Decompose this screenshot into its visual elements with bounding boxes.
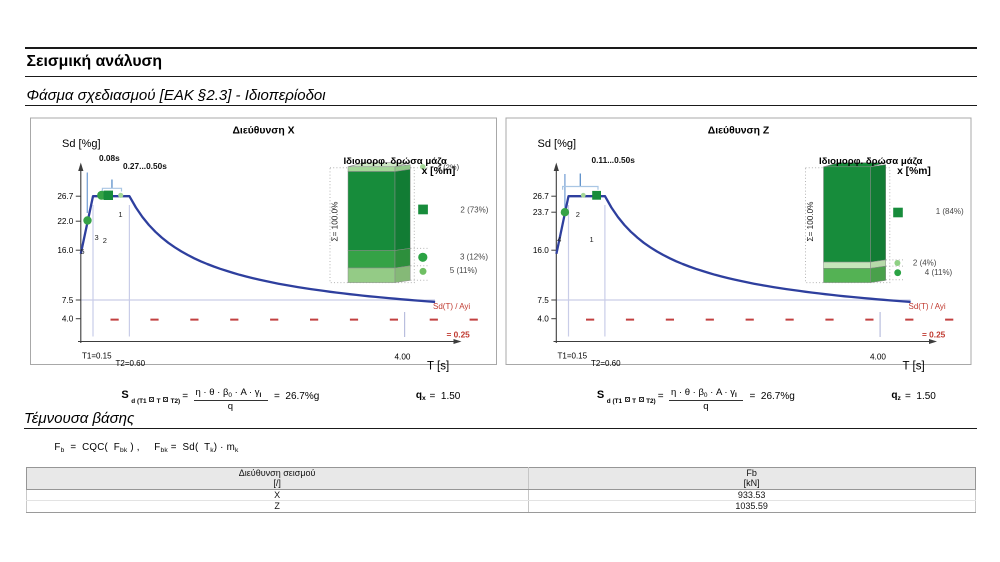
svg-text:4 (11%): 4 (11%): [925, 268, 953, 277]
svg-text:Sd(T) / Ayi: Sd(T) / Ayi: [909, 302, 946, 311]
svg-text:= 0.25: = 0.25: [447, 330, 471, 340]
svg-text:0.08s: 0.08s: [99, 153, 120, 163]
svg-text:1: 1: [590, 235, 594, 244]
svg-text:16.0: 16.0: [533, 246, 549, 255]
svg-text:4: 4: [557, 235, 561, 244]
svg-text:26.7: 26.7: [57, 192, 73, 201]
svg-text:T2=0.60: T2=0.60: [116, 359, 146, 368]
svg-text:2: 2: [576, 210, 580, 219]
svg-text:7.5: 7.5: [62, 296, 74, 305]
svg-text:T1=0.15: T1=0.15: [82, 352, 112, 361]
svg-text:5: 5: [80, 247, 84, 256]
svg-text:1 (84%): 1 (84%): [936, 207, 964, 216]
svg-text:x [%m]: x [%m]: [422, 166, 456, 177]
svg-text:3 (12%): 3 (12%): [460, 253, 488, 262]
svg-text:4.0: 4.0: [537, 315, 549, 324]
svg-text:Sd [%g]: Sd [%g]: [538, 138, 577, 150]
svg-text:T2=0.60: T2=0.60: [591, 359, 621, 368]
svg-text:T1=0.15: T1=0.15: [558, 352, 588, 361]
svg-text:4 (2%): 4 (2%): [437, 163, 460, 172]
svg-text:Σ= 100.0%: Σ= 100.0%: [330, 202, 339, 242]
svg-text:22.0: 22.0: [57, 217, 73, 226]
svg-text:2 (73%): 2 (73%): [460, 205, 488, 214]
svg-text:26.7: 26.7: [533, 192, 549, 201]
svg-text:4.0: 4.0: [62, 315, 74, 324]
svg-text:T [s]: T [s]: [427, 360, 449, 372]
svg-text:7.5: 7.5: [537, 296, 549, 305]
svg-text:Διεύθυνση X: Διεύθυνση X: [232, 126, 294, 137]
svg-text:4.00: 4.00: [870, 353, 886, 362]
svg-text:16.0: 16.0: [57, 246, 73, 255]
svg-text:23.7: 23.7: [533, 208, 549, 217]
svg-text:5 (11%): 5 (11%): [450, 266, 478, 275]
svg-text:x [%m]: x [%m]: [897, 166, 931, 177]
svg-text:Σ= 100.0%: Σ= 100.0%: [806, 202, 815, 242]
svg-text:0.11...0.50s: 0.11...0.50s: [592, 155, 636, 165]
svg-text:2: 2: [103, 236, 107, 245]
svg-text:Διεύθυνση Z: Διεύθυνση Z: [708, 126, 770, 137]
svg-text:Sd(T) / Ayi: Sd(T) / Ayi: [433, 302, 470, 311]
svg-text:2 (4%): 2 (4%): [913, 259, 937, 268]
svg-text:Sd [%g]: Sd [%g]: [62, 138, 101, 150]
svg-text:1: 1: [118, 210, 122, 219]
svg-text:4.00: 4.00: [395, 353, 411, 362]
svg-text:0.27...0.50s: 0.27...0.50s: [123, 161, 167, 171]
svg-text:Ιδιομορφ. δρώσα μάζα: Ιδιομορφ. δρώσα μάζα: [819, 156, 922, 167]
svg-text:= 0.25: = 0.25: [922, 330, 946, 340]
svg-text:Ιδιομορφ. δρώσα μάζα: Ιδιομορφ. δρώσα μάζα: [343, 156, 446, 167]
svg-text:T [s]: T [s]: [903, 360, 925, 372]
svg-text:3: 3: [95, 233, 99, 242]
